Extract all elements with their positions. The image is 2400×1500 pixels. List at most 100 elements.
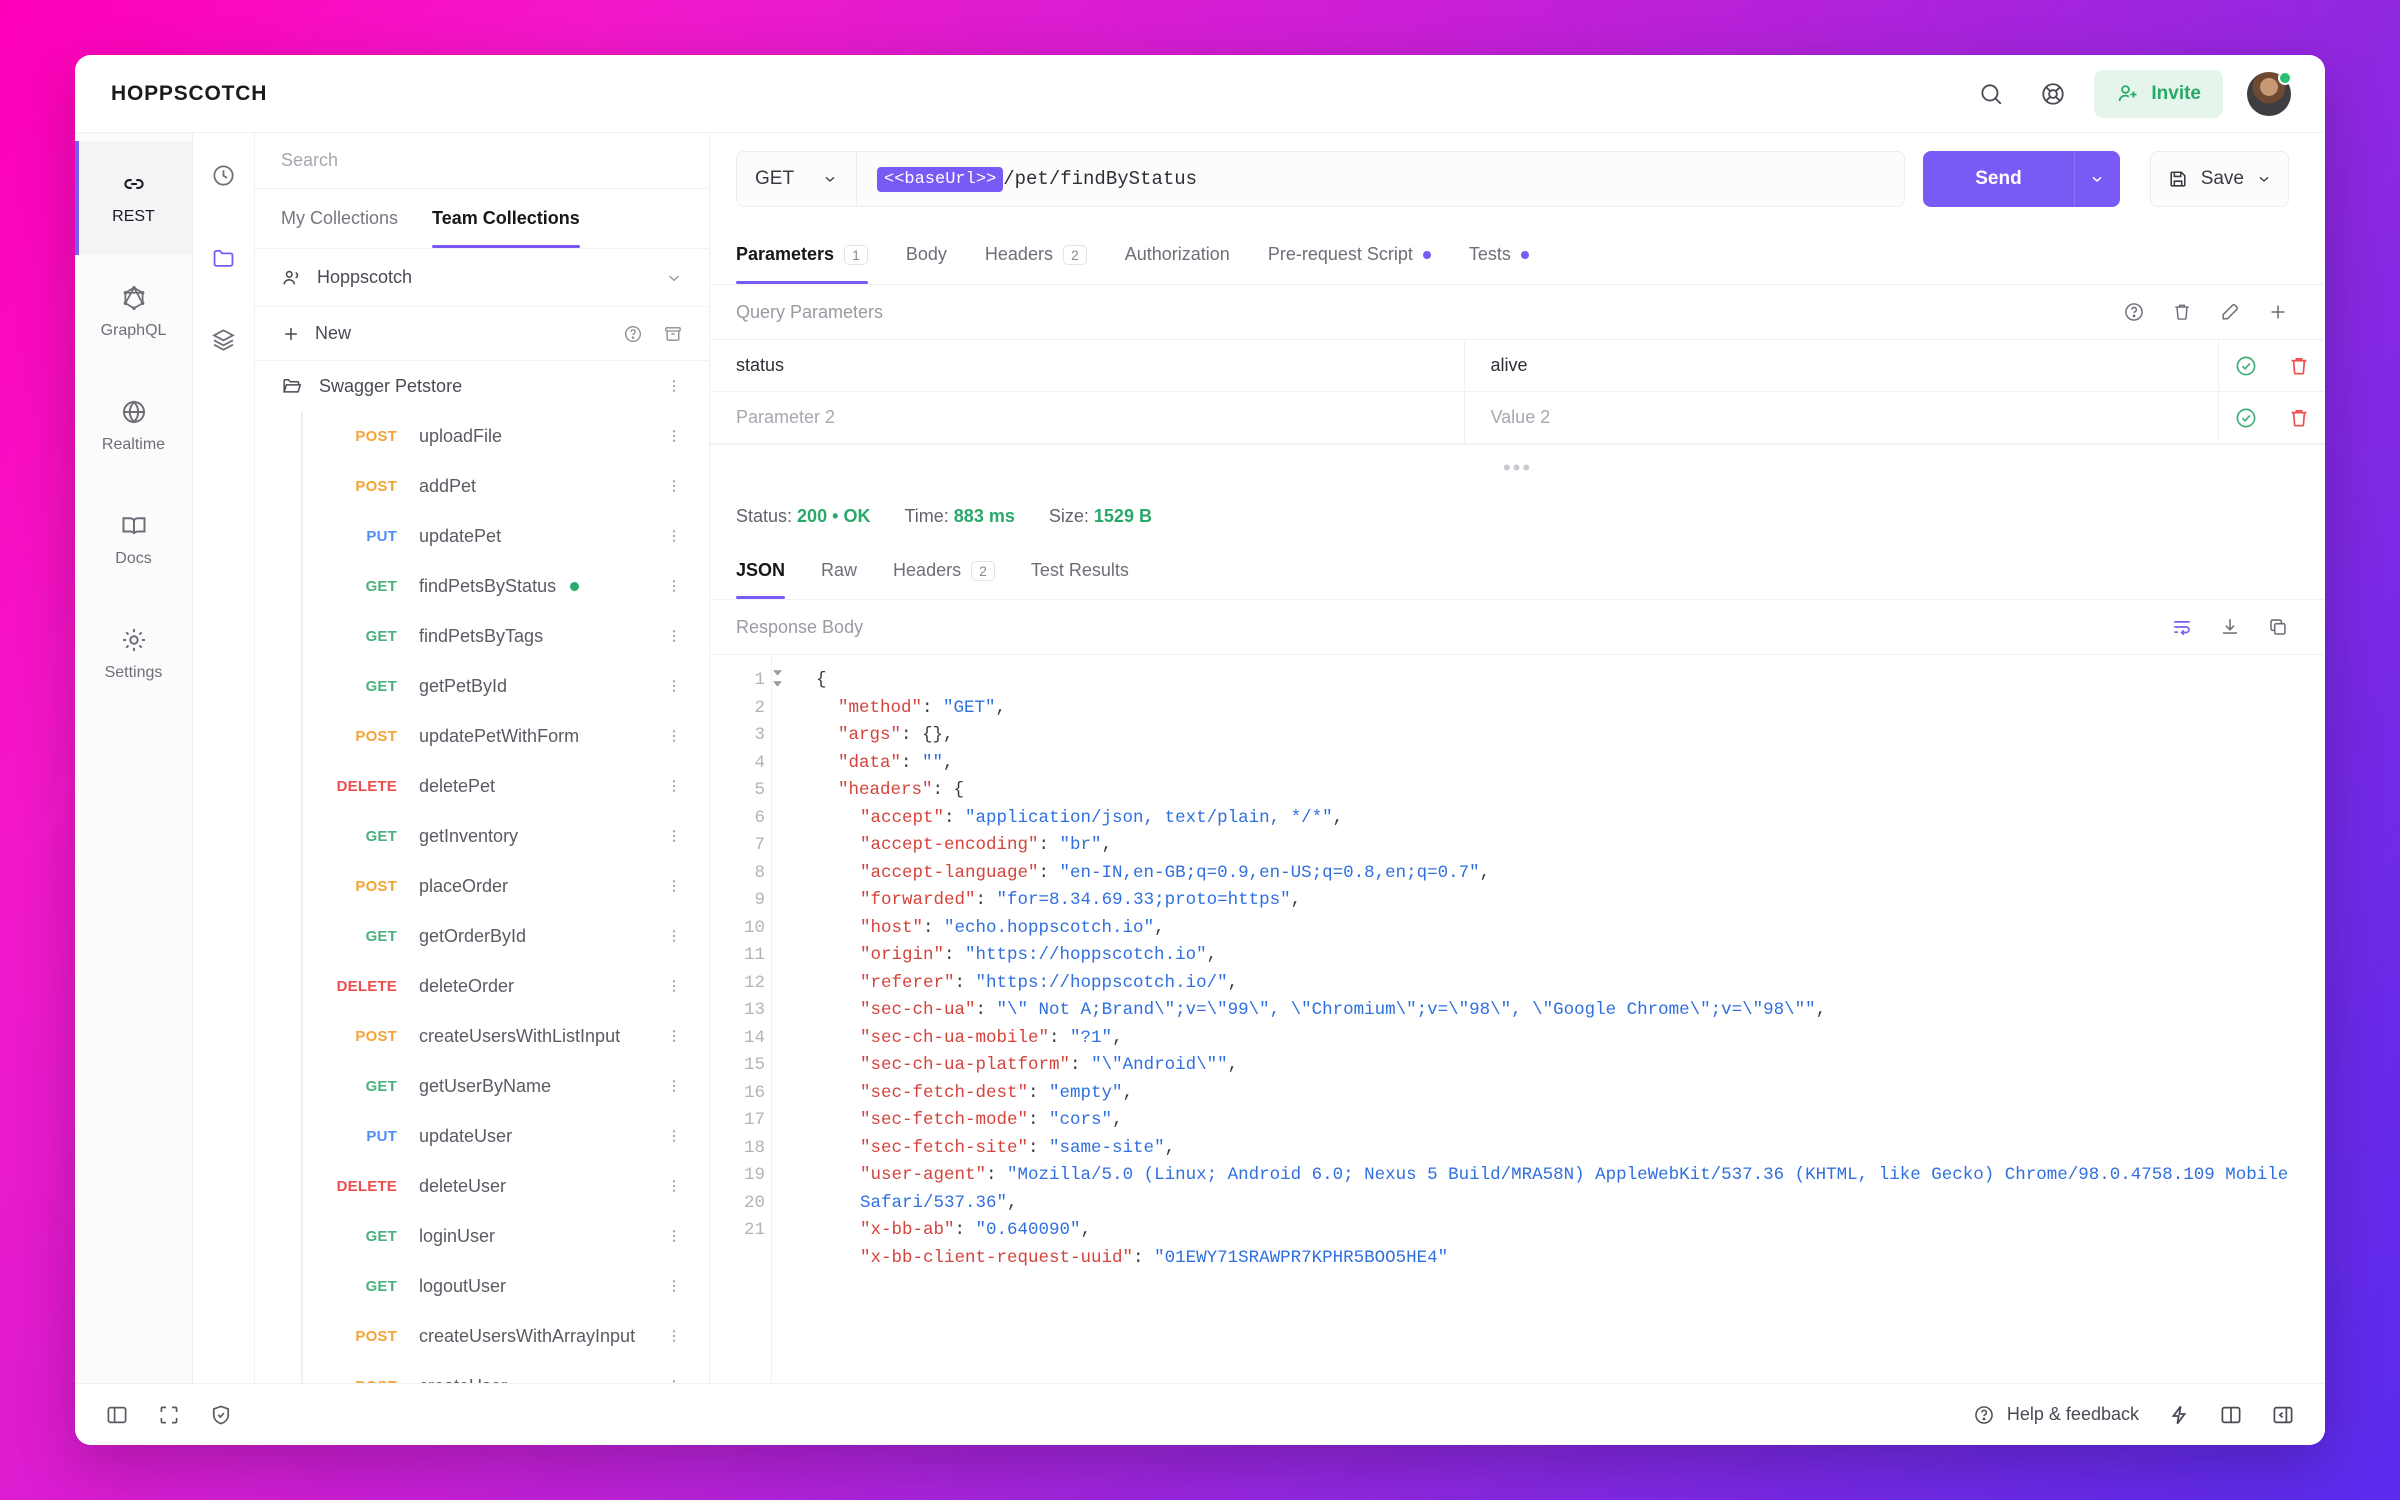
folder-icon[interactable] bbox=[204, 237, 244, 277]
help-circle-icon[interactable] bbox=[623, 324, 643, 344]
toggle-active-icon[interactable] bbox=[2234, 354, 2258, 378]
parameter-value-input[interactable]: alive bbox=[1465, 340, 2219, 391]
copy-icon[interactable] bbox=[2267, 616, 2289, 638]
kebab-menu-icon[interactable] bbox=[665, 377, 683, 395]
kebab-menu-icon[interactable] bbox=[665, 1277, 683, 1295]
tab-headers[interactable]: Headers 2 bbox=[985, 225, 1087, 284]
download-icon[interactable] bbox=[2219, 616, 2241, 638]
url-input[interactable]: <<baseUrl>> /pet/findByStatus bbox=[857, 152, 1904, 206]
history-clock-icon[interactable] bbox=[204, 155, 244, 195]
shield-check-icon[interactable] bbox=[209, 1403, 233, 1427]
kebab-menu-icon[interactable] bbox=[665, 1077, 683, 1095]
parameter-key-input[interactable]: Parameter 2 bbox=[710, 392, 1465, 443]
panel-splitter[interactable]: ••• bbox=[710, 444, 2325, 490]
wrap-lines-icon[interactable] bbox=[2171, 616, 2193, 638]
search-input[interactable]: Search bbox=[255, 133, 709, 189]
lifebuoy-icon[interactable] bbox=[2032, 73, 2074, 115]
trash-icon[interactable] bbox=[2171, 301, 2193, 323]
kebab-menu-icon[interactable] bbox=[665, 927, 683, 945]
request-item[interactable]: POST updatePetWithForm bbox=[303, 711, 709, 761]
edit-icon[interactable] bbox=[2219, 301, 2241, 323]
request-item[interactable]: POST uploadFile bbox=[303, 411, 709, 461]
response-body-code[interactable]: 1 2 3 4 5 6 7 8 9 10 11 12 13 14 15 16 17 18 19 20 21 {"meth… bbox=[710, 654, 2325, 1383]
response-tab-headers[interactable]: Headers 2 bbox=[893, 542, 995, 599]
help-circle-icon[interactable] bbox=[2123, 301, 2145, 323]
kebab-menu-icon[interactable] bbox=[665, 1227, 683, 1245]
request-item[interactable]: PUT updatePet bbox=[303, 511, 709, 561]
request-item[interactable]: DELETE deleteOrder bbox=[303, 961, 709, 1011]
kebab-menu-icon[interactable] bbox=[665, 1177, 683, 1195]
sidebar-item-realtime[interactable]: Realtime bbox=[75, 369, 192, 483]
tab-tests[interactable]: Tests bbox=[1469, 225, 1529, 284]
request-item[interactable]: POST createUsersWithListInput bbox=[303, 1011, 709, 1061]
sidebar-item-rest[interactable]: REST bbox=[75, 141, 192, 255]
kebab-menu-icon[interactable] bbox=[665, 1027, 683, 1045]
tab-authorization[interactable]: Authorization bbox=[1125, 225, 1230, 284]
search-icon[interactable] bbox=[1970, 73, 2012, 115]
tab-team-collections[interactable]: Team Collections bbox=[432, 189, 580, 248]
kebab-menu-icon[interactable] bbox=[665, 777, 683, 795]
plus-icon[interactable] bbox=[2267, 301, 2289, 323]
tab-my-collections[interactable]: My Collections bbox=[281, 208, 399, 228]
sidebar-item-graphql[interactable]: GraphQL bbox=[75, 255, 192, 369]
response-tab-test-results[interactable]: Test Results bbox=[1031, 542, 1129, 599]
request-item[interactable]: GET getInventory bbox=[303, 811, 709, 861]
kebab-menu-icon[interactable] bbox=[665, 677, 683, 695]
toggle-active-icon[interactable] bbox=[2234, 406, 2258, 430]
request-item[interactable]: GET getPetById bbox=[303, 661, 709, 711]
kebab-menu-icon[interactable] bbox=[665, 527, 683, 545]
request-item[interactable]: GET getOrderById bbox=[303, 911, 709, 961]
request-item[interactable]: DELETE deletePet bbox=[303, 761, 709, 811]
collection-folder-row[interactable]: Swagger Petstore bbox=[255, 361, 709, 411]
chevron-down-icon[interactable] bbox=[665, 269, 683, 287]
delete-parameter-icon[interactable] bbox=[2287, 354, 2311, 378]
layers-icon[interactable] bbox=[204, 319, 244, 359]
request-item[interactable]: GET findPetsByStatus bbox=[303, 561, 709, 611]
kebab-menu-icon[interactable] bbox=[665, 977, 683, 995]
new-collection-button[interactable]: New bbox=[255, 307, 709, 361]
kebab-menu-icon[interactable] bbox=[665, 1327, 683, 1345]
sidebar-item-docs[interactable]: Docs bbox=[75, 483, 192, 597]
tab-parameters[interactable]: Parameters 1 bbox=[736, 225, 868, 284]
parameter-value-input[interactable]: Value 2 bbox=[1465, 392, 2219, 443]
save-button[interactable]: Save bbox=[2149, 151, 2289, 207]
kebab-menu-icon[interactable] bbox=[665, 1127, 683, 1145]
kebab-menu-icon[interactable] bbox=[665, 877, 683, 895]
sidebar-item-settings[interactable]: Settings bbox=[75, 597, 192, 711]
shortcuts-icon[interactable] bbox=[2167, 1403, 2191, 1427]
request-item[interactable]: POST createUser bbox=[303, 1361, 709, 1383]
help-feedback-button[interactable]: Help & feedback bbox=[1973, 1404, 2139, 1426]
archive-icon[interactable] bbox=[663, 324, 683, 344]
parameter-key-input[interactable]: status bbox=[710, 340, 1465, 391]
kebab-menu-icon[interactable] bbox=[665, 1377, 683, 1383]
panel-right-icon[interactable] bbox=[2271, 1403, 2295, 1427]
layout-columns-icon[interactable] bbox=[2219, 1403, 2243, 1427]
request-item[interactable]: PUT updateUser bbox=[303, 1111, 709, 1161]
request-item[interactable]: POST createUsersWithArrayInput bbox=[303, 1311, 709, 1361]
request-item[interactable]: GET loginUser bbox=[303, 1211, 709, 1261]
invite-button[interactable]: Invite bbox=[2094, 69, 2223, 118]
team-selector[interactable]: Hoppscotch bbox=[255, 249, 709, 307]
request-item[interactable]: GET findPetsByTags bbox=[303, 611, 709, 661]
collections-tree[interactable]: Swagger Petstore POST uploadFile POST addPe… bbox=[255, 361, 709, 1383]
response-tab-raw[interactable]: Raw bbox=[821, 542, 857, 599]
chevron-down-icon[interactable] bbox=[2256, 171, 2272, 187]
request-item[interactable]: POST addPet bbox=[303, 461, 709, 511]
kebab-menu-icon[interactable] bbox=[665, 477, 683, 495]
kebab-menu-icon[interactable] bbox=[665, 727, 683, 745]
kebab-menu-icon[interactable] bbox=[665, 577, 683, 595]
fold-toggle-icon[interactable] bbox=[772, 667, 798, 678]
send-button[interactable]: Send bbox=[1923, 151, 2074, 207]
method-select[interactable]: GET bbox=[737, 152, 857, 206]
request-item[interactable]: DELETE deleteUser bbox=[303, 1161, 709, 1211]
avatar[interactable] bbox=[2247, 70, 2292, 116]
tab-pre-request-script[interactable]: Pre-request Script bbox=[1268, 225, 1431, 284]
delete-parameter-icon[interactable] bbox=[2287, 406, 2311, 430]
request-item[interactable]: GET getUserByName bbox=[303, 1061, 709, 1111]
request-item[interactable]: POST placeOrder bbox=[303, 861, 709, 911]
response-tab-json[interactable]: JSON bbox=[736, 542, 786, 599]
code-fold-markers[interactable] bbox=[772, 655, 798, 1383]
expand-icon[interactable] bbox=[157, 1403, 181, 1427]
kebab-menu-icon[interactable] bbox=[665, 427, 683, 445]
sidebar-toggle-icon[interactable] bbox=[105, 1403, 129, 1427]
